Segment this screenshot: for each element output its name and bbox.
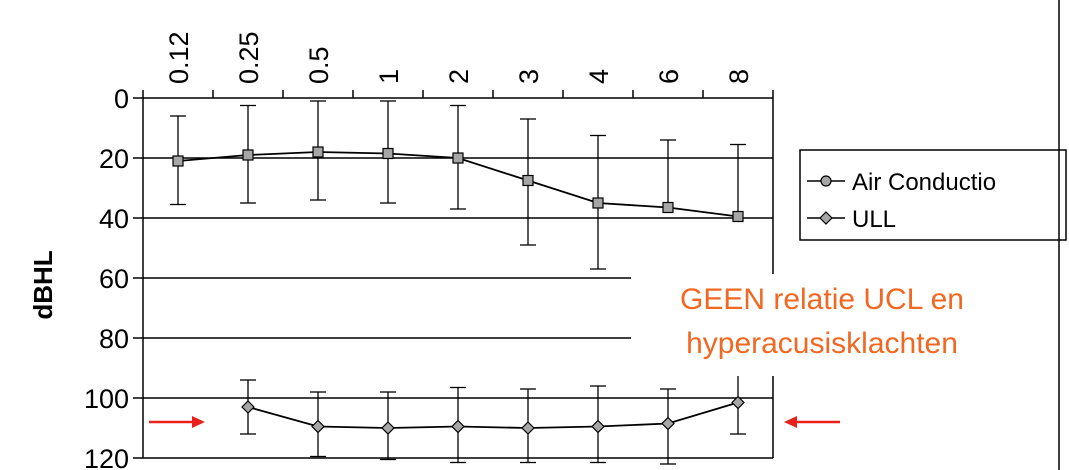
y-axis-label: dBHL — [28, 250, 58, 319]
series-line-1 — [247, 401, 739, 429]
data-point-square — [242, 149, 254, 161]
series-markers — [172, 146, 745, 435]
x-tick-label-2: 2 — [444, 69, 474, 84]
legend-label-0: Air Conductio — [852, 169, 996, 196]
y-tick-labels: 0 20 40 60 80 100 120 — [84, 84, 129, 470]
y-tick-label-100: 100 — [84, 384, 129, 414]
y-tick-label-0: 0 — [114, 84, 129, 114]
x-tick-label-0.5: 0.5 — [304, 46, 334, 84]
data-point-square — [732, 210, 744, 223]
legend: Air Conductio ULL — [799, 0, 1067, 470]
legend-marker-diamond — [819, 211, 833, 225]
y-tick-label-120: 120 — [84, 444, 129, 470]
data-point-square — [172, 155, 184, 167]
data-point-diamond — [521, 421, 535, 435]
data-point-diamond — [591, 419, 605, 434]
y-tick-label-20: 20 — [99, 144, 129, 174]
left-arrow-head — [192, 416, 205, 428]
x-tick-labels: 0.12 0.25 0.5 1 2 3 4 6 8 — [164, 31, 754, 84]
legend-box — [799, 149, 1067, 241]
legend-marker-square — [820, 175, 832, 187]
data-point-diamond — [451, 419, 465, 434]
data-point-square — [522, 174, 534, 187]
data-point-square — [382, 147, 394, 160]
x-tick-label-1: 1 — [374, 69, 404, 84]
annotation-line-1: hyperacusisklachten — [686, 327, 958, 360]
data-point-diamond — [381, 421, 395, 435]
data-point-diamond — [241, 400, 255, 414]
legend-label-1: ULL — [852, 206, 896, 233]
data-point-square — [592, 197, 604, 209]
x-tick-label-0.12: 0.12 — [164, 31, 194, 84]
y-tick-label-80: 80 — [99, 324, 129, 354]
data-point-diamond — [311, 419, 325, 434]
data-point-diamond — [661, 416, 675, 431]
data-point-square — [312, 146, 324, 158]
annotation-line-0: GEEN relatie UCL en — [680, 283, 964, 316]
x-tick-label-6: 6 — [654, 69, 684, 84]
y-tick-label-60: 60 — [99, 264, 129, 294]
data-point-square — [452, 152, 464, 164]
data-point-square — [662, 201, 674, 214]
x-tick-label-0.25: 0.25 — [234, 31, 264, 84]
y-tick-label-40: 40 — [99, 204, 129, 234]
right-arrow-head — [784, 416, 797, 428]
x-tick-label-3: 3 — [514, 69, 544, 84]
data-point-diamond — [731, 395, 745, 410]
overlays: GEEN relatie UCL en hyperacusisklachten — [149, 274, 1036, 428]
x-tick-label-4: 4 — [584, 69, 614, 84]
annotation-background — [631, 274, 1036, 376]
x-tick-label-8: 8 — [724, 69, 754, 84]
